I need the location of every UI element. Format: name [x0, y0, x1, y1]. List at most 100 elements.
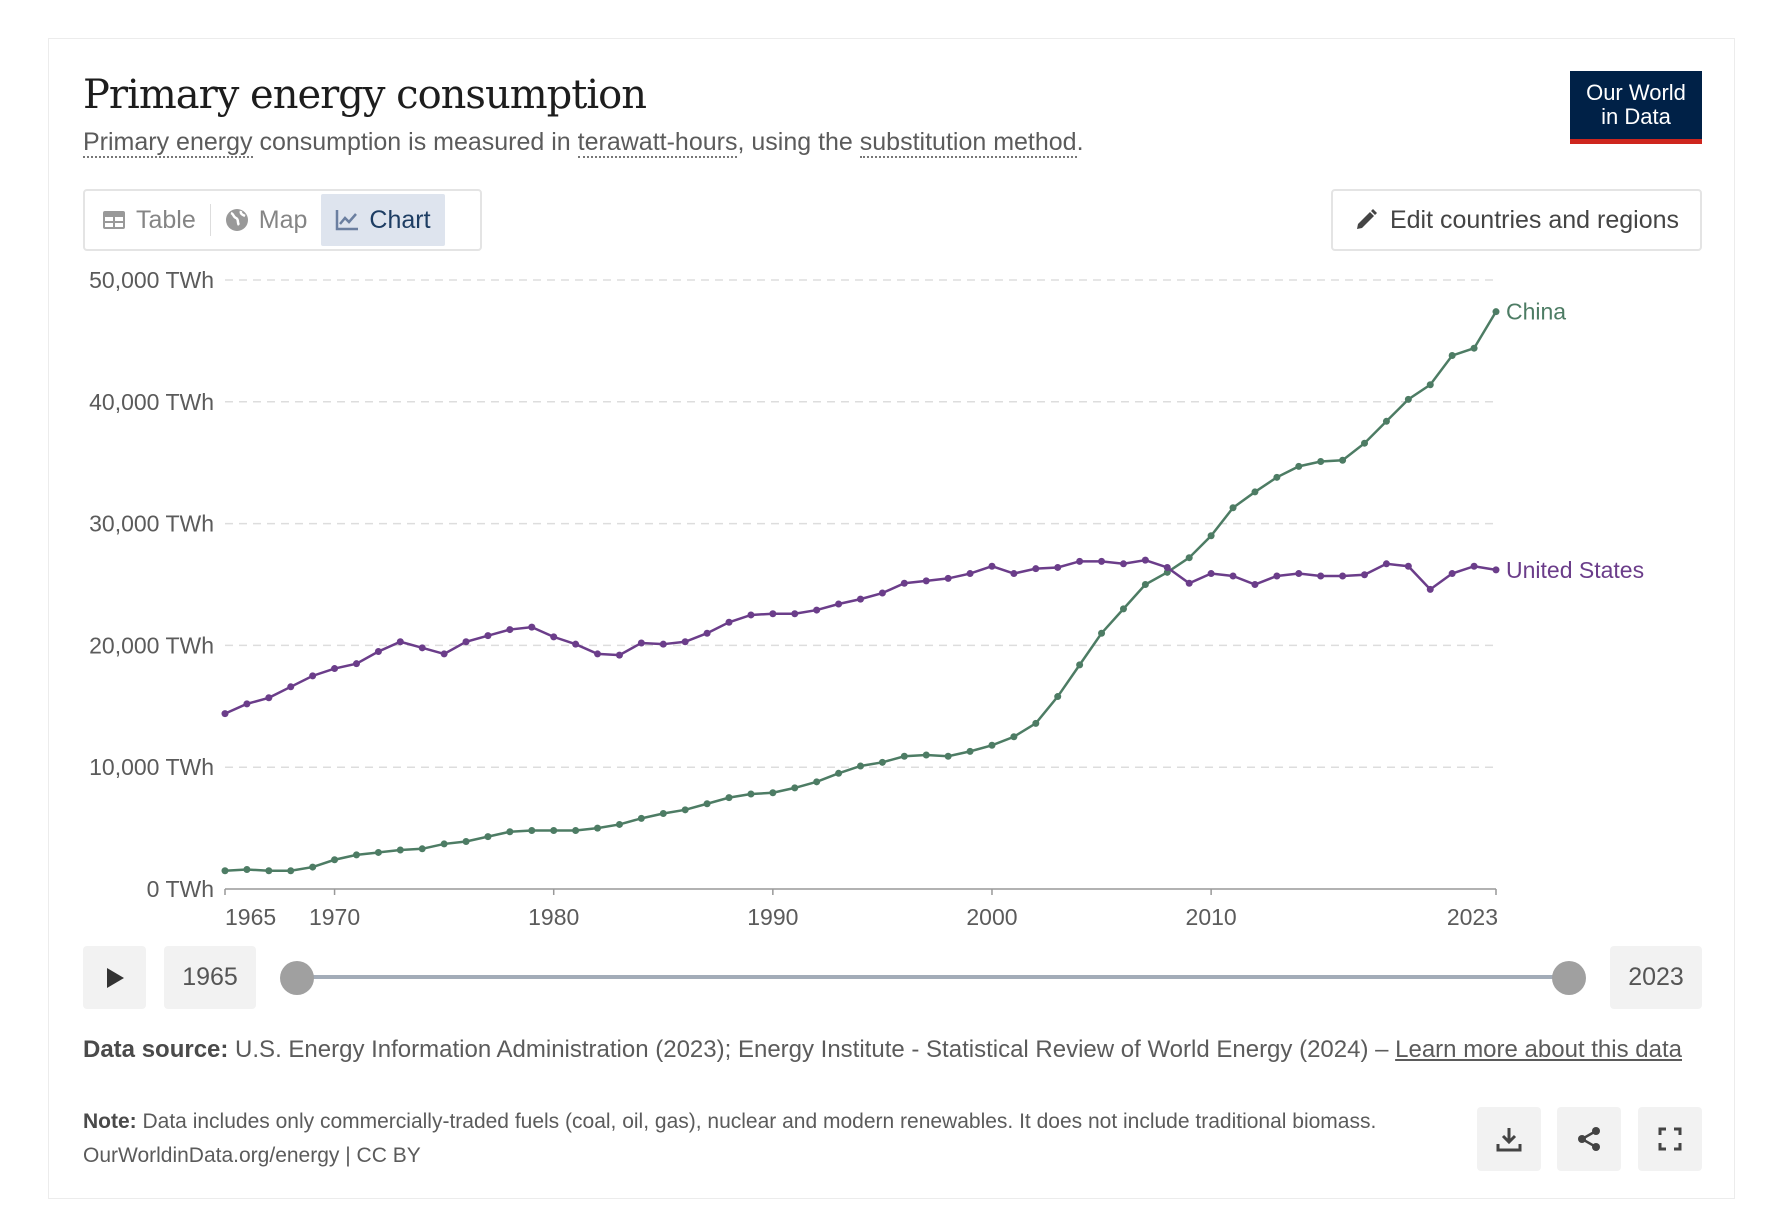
- data-point: [835, 600, 843, 608]
- data-point: [572, 640, 580, 648]
- data-point: [243, 700, 251, 708]
- data-point: [1185, 579, 1193, 587]
- data-point: [440, 840, 448, 848]
- data-point: [1295, 462, 1303, 470]
- data-point: [835, 769, 843, 777]
- data-point: [878, 589, 886, 597]
- data-point: [900, 579, 908, 587]
- data-point: [374, 647, 382, 655]
- data-point: [418, 845, 426, 853]
- data-point: [1382, 560, 1390, 568]
- data-point: [1251, 581, 1259, 588]
- term-terawatt-hours[interactable]: terawatt-hours: [577, 128, 738, 158]
- data-point: [813, 606, 821, 614]
- tab-divider: [209, 204, 211, 236]
- data-point: [1229, 572, 1237, 580]
- download-button[interactable]: [1477, 1107, 1541, 1171]
- data-point: [922, 577, 930, 585]
- data-point: [1492, 308, 1500, 316]
- data-point: [374, 848, 382, 856]
- data-point: [703, 629, 711, 637]
- tab-table[interactable]: Table: [88, 194, 210, 246]
- source-url[interactable]: OurWorldinData.org/energy | CC BY: [83, 1144, 421, 1167]
- data-point: [1076, 661, 1084, 669]
- x-tick-label: 1990: [747, 904, 798, 930]
- timeline-start-handle[interactable]: [280, 961, 314, 995]
- data-point: [1426, 381, 1434, 389]
- data-point: [1207, 570, 1215, 578]
- series-line-united-states: [224, 558, 1497, 715]
- data-point: [637, 814, 645, 822]
- data-point: [1426, 585, 1434, 593]
- share-icon: [1578, 1127, 1600, 1151]
- play-button[interactable]: [83, 946, 146, 1009]
- data-point: [1207, 532, 1215, 540]
- owid-logo[interactable]: Our World in Data: [1570, 71, 1702, 144]
- data-point: [396, 638, 404, 646]
- data-point: [1098, 629, 1106, 637]
- chart-card: [48, 38, 1735, 1199]
- series-label: China: [1506, 299, 1566, 325]
- series-label: United States: [1506, 557, 1644, 583]
- data-point: [857, 595, 864, 603]
- download-icon: [1496, 1128, 1522, 1152]
- data-point: [1339, 572, 1347, 580]
- data-point: [572, 827, 580, 835]
- data-point: [615, 820, 623, 828]
- edit-countries-button[interactable]: Edit countries and regions: [1331, 189, 1702, 251]
- data-point: [352, 851, 360, 859]
- data-point: [1317, 572, 1325, 580]
- data-point: [1119, 605, 1127, 613]
- data-point: [1229, 504, 1237, 512]
- data-point: [1470, 562, 1478, 570]
- data-point: [1185, 554, 1193, 562]
- data-point: [944, 574, 952, 582]
- tab-label: Table: [136, 205, 196, 234]
- data-point: [966, 570, 974, 578]
- y-tick-label: 20,000 TWh: [89, 632, 214, 658]
- data-point: [659, 640, 667, 648]
- learn-more-link[interactable]: Learn more about this data: [1395, 1036, 1682, 1063]
- data-point: [681, 806, 689, 814]
- data-point: [725, 618, 733, 626]
- chart-subtitle: Primary energy consumption is measured i…: [83, 128, 1084, 158]
- data-point: [944, 752, 952, 760]
- data-point: [265, 694, 273, 702]
- data-point: [637, 639, 645, 647]
- data-point: [1273, 572, 1281, 580]
- timeline-start-label: 1965: [164, 946, 256, 1009]
- data-point: [331, 856, 339, 864]
- term-substitution-method[interactable]: substitution method: [859, 128, 1077, 158]
- data-point: [1361, 571, 1369, 579]
- data-point: [966, 747, 974, 755]
- data-point: [331, 665, 339, 673]
- data-point: [988, 741, 996, 749]
- data-point: [988, 562, 996, 570]
- share-button[interactable]: [1557, 1107, 1621, 1171]
- data-point: [1382, 417, 1390, 425]
- data-point: [1339, 456, 1347, 464]
- tab-map[interactable]: Map: [211, 194, 322, 246]
- x-tick-label: 2000: [966, 904, 1017, 930]
- data-point: [1076, 557, 1084, 565]
- tab-chart[interactable]: Chart: [321, 194, 445, 246]
- data-point: [769, 789, 777, 797]
- data-point: [1404, 395, 1412, 403]
- data-point: [878, 758, 886, 766]
- timeline-end-handle[interactable]: [1552, 961, 1586, 995]
- data-point: [1448, 570, 1456, 578]
- subtitle-text: consumption is measured in: [252, 128, 578, 156]
- x-tick-label: 1970: [309, 904, 360, 930]
- data-point: [1470, 344, 1478, 352]
- data-point: [506, 828, 514, 836]
- data-source: Data source: U.S. Energy Information Adm…: [83, 1034, 1703, 1066]
- term-primary-energy[interactable]: Primary energy: [83, 128, 253, 158]
- tab-label: Map: [258, 205, 308, 234]
- fullscreen-button[interactable]: [1638, 1107, 1702, 1171]
- data-point: [791, 784, 799, 792]
- data-point: [857, 762, 864, 770]
- data-point: [1054, 563, 1062, 571]
- timeline-track[interactable]: [300, 975, 1568, 979]
- data-point: [1119, 560, 1127, 568]
- data-point: [243, 866, 251, 874]
